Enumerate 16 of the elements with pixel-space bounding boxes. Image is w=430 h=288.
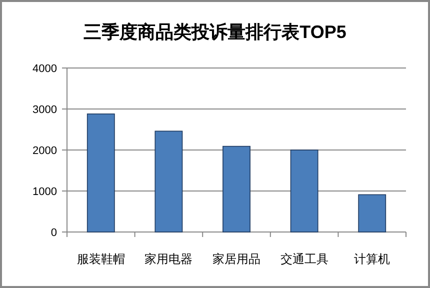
bar bbox=[290, 150, 318, 232]
x-tick-label: 服装鞋帽 bbox=[76, 252, 125, 266]
x-tick-label: 家用电器 bbox=[144, 252, 193, 266]
x-tick-label: 交通工具 bbox=[280, 252, 328, 266]
chart-title: 三季度商品类投诉量排行表TOP5 bbox=[84, 22, 346, 42]
bar bbox=[86, 114, 115, 232]
bar bbox=[222, 146, 250, 232]
y-tick-label: 4000 bbox=[32, 63, 57, 75]
y-tick-label: 3000 bbox=[32, 104, 57, 116]
bar bbox=[154, 130, 183, 232]
x-tick-label: 计算机 bbox=[354, 252, 390, 266]
y-tick-label: 2000 bbox=[32, 145, 57, 157]
x-tick-label: 家居用品 bbox=[212, 252, 260, 266]
bar bbox=[358, 194, 386, 232]
y-tick-label: 0 bbox=[50, 227, 57, 239]
y-tick-label: 1000 bbox=[32, 186, 57, 198]
